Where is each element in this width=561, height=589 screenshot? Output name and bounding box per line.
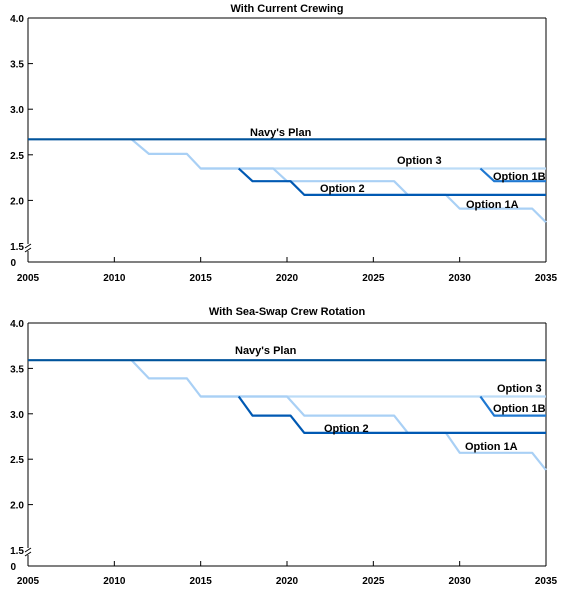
chart-title: With Sea-Swap Crew Rotation [209, 306, 366, 318]
x-tick-label: 2020 [276, 273, 299, 284]
y-tick-label: 3.5 [10, 60, 24, 71]
series-label-option-3: Option 3 [497, 383, 542, 395]
chart-panel-1: With Current Crewing1.52.02.53.03.54.002… [10, 3, 557, 284]
series-label-option-1a: Option 1A [465, 441, 518, 453]
y-tick-label: 0 [10, 258, 16, 269]
x-tick-label: 2025 [362, 576, 385, 587]
series-label-option-1b: Option 1B [493, 403, 546, 415]
y-tick-label: 2.5 [10, 455, 24, 466]
chart-panel-2: With Sea-Swap Crew Rotation 1.5 2.0 2.5 3.0 3… [10, 306, 557, 587]
x-tick-label: 2020 [276, 576, 299, 587]
y-tick-label: 3.0 [10, 410, 24, 421]
y-tick-label: 4.0 [10, 14, 24, 25]
y-tick-label: 2.5 [10, 151, 24, 162]
series-label-navy-s-plan: Navy's Plan [250, 127, 312, 139]
axis-break-marker [24, 243, 32, 253]
series-line-option-2 [237, 395, 546, 434]
series-label-option-1a: Option 1A [466, 199, 519, 211]
chart-title: With Current Crewing [231, 3, 344, 15]
y-tick-label: 1.5 [10, 546, 24, 557]
series-line-option-1a [130, 138, 547, 224]
x-tick-label: 2025 [362, 273, 385, 284]
x-tick-label: 2005 [17, 273, 40, 284]
y-tick-label: 0 [10, 562, 16, 573]
y-tick-label: 2.0 [10, 196, 24, 207]
y-tick-label: 1.5 [10, 242, 24, 253]
x-tick-label: 2010 [103, 576, 126, 587]
x-tick-label: 2030 [449, 273, 472, 284]
series-line-option-1a [130, 359, 547, 471]
x-tick-label: 2035 [535, 273, 558, 284]
y-tick-label: 2.0 [10, 501, 24, 512]
y-tick-label: 4.0 [10, 319, 24, 330]
x-tick-label: 2015 [190, 273, 213, 284]
series-line-option-2 [237, 167, 546, 196]
x-tick-label: 2005 [17, 576, 40, 587]
y-tick-label: 3.5 [10, 364, 24, 375]
series-label-option-1b: Option 1B [493, 171, 546, 183]
series-label-navy-s-plan: Navy's Plan [235, 345, 297, 357]
series-label-option-2: Option 2 [324, 423, 369, 435]
x-tick-label: 2010 [103, 273, 126, 284]
series-line-option-1b [479, 395, 546, 417]
x-tick-label: 2030 [449, 576, 472, 587]
x-tick-label: 2035 [535, 576, 558, 587]
series-line-option-1b [479, 167, 546, 183]
axis-break-marker [24, 547, 32, 557]
y-tick-label: 3.0 [10, 105, 24, 116]
series-label-option-3: Option 3 [397, 155, 442, 167]
x-tick-label: 2015 [190, 576, 213, 587]
series-label-option-2: Option 2 [320, 183, 365, 195]
